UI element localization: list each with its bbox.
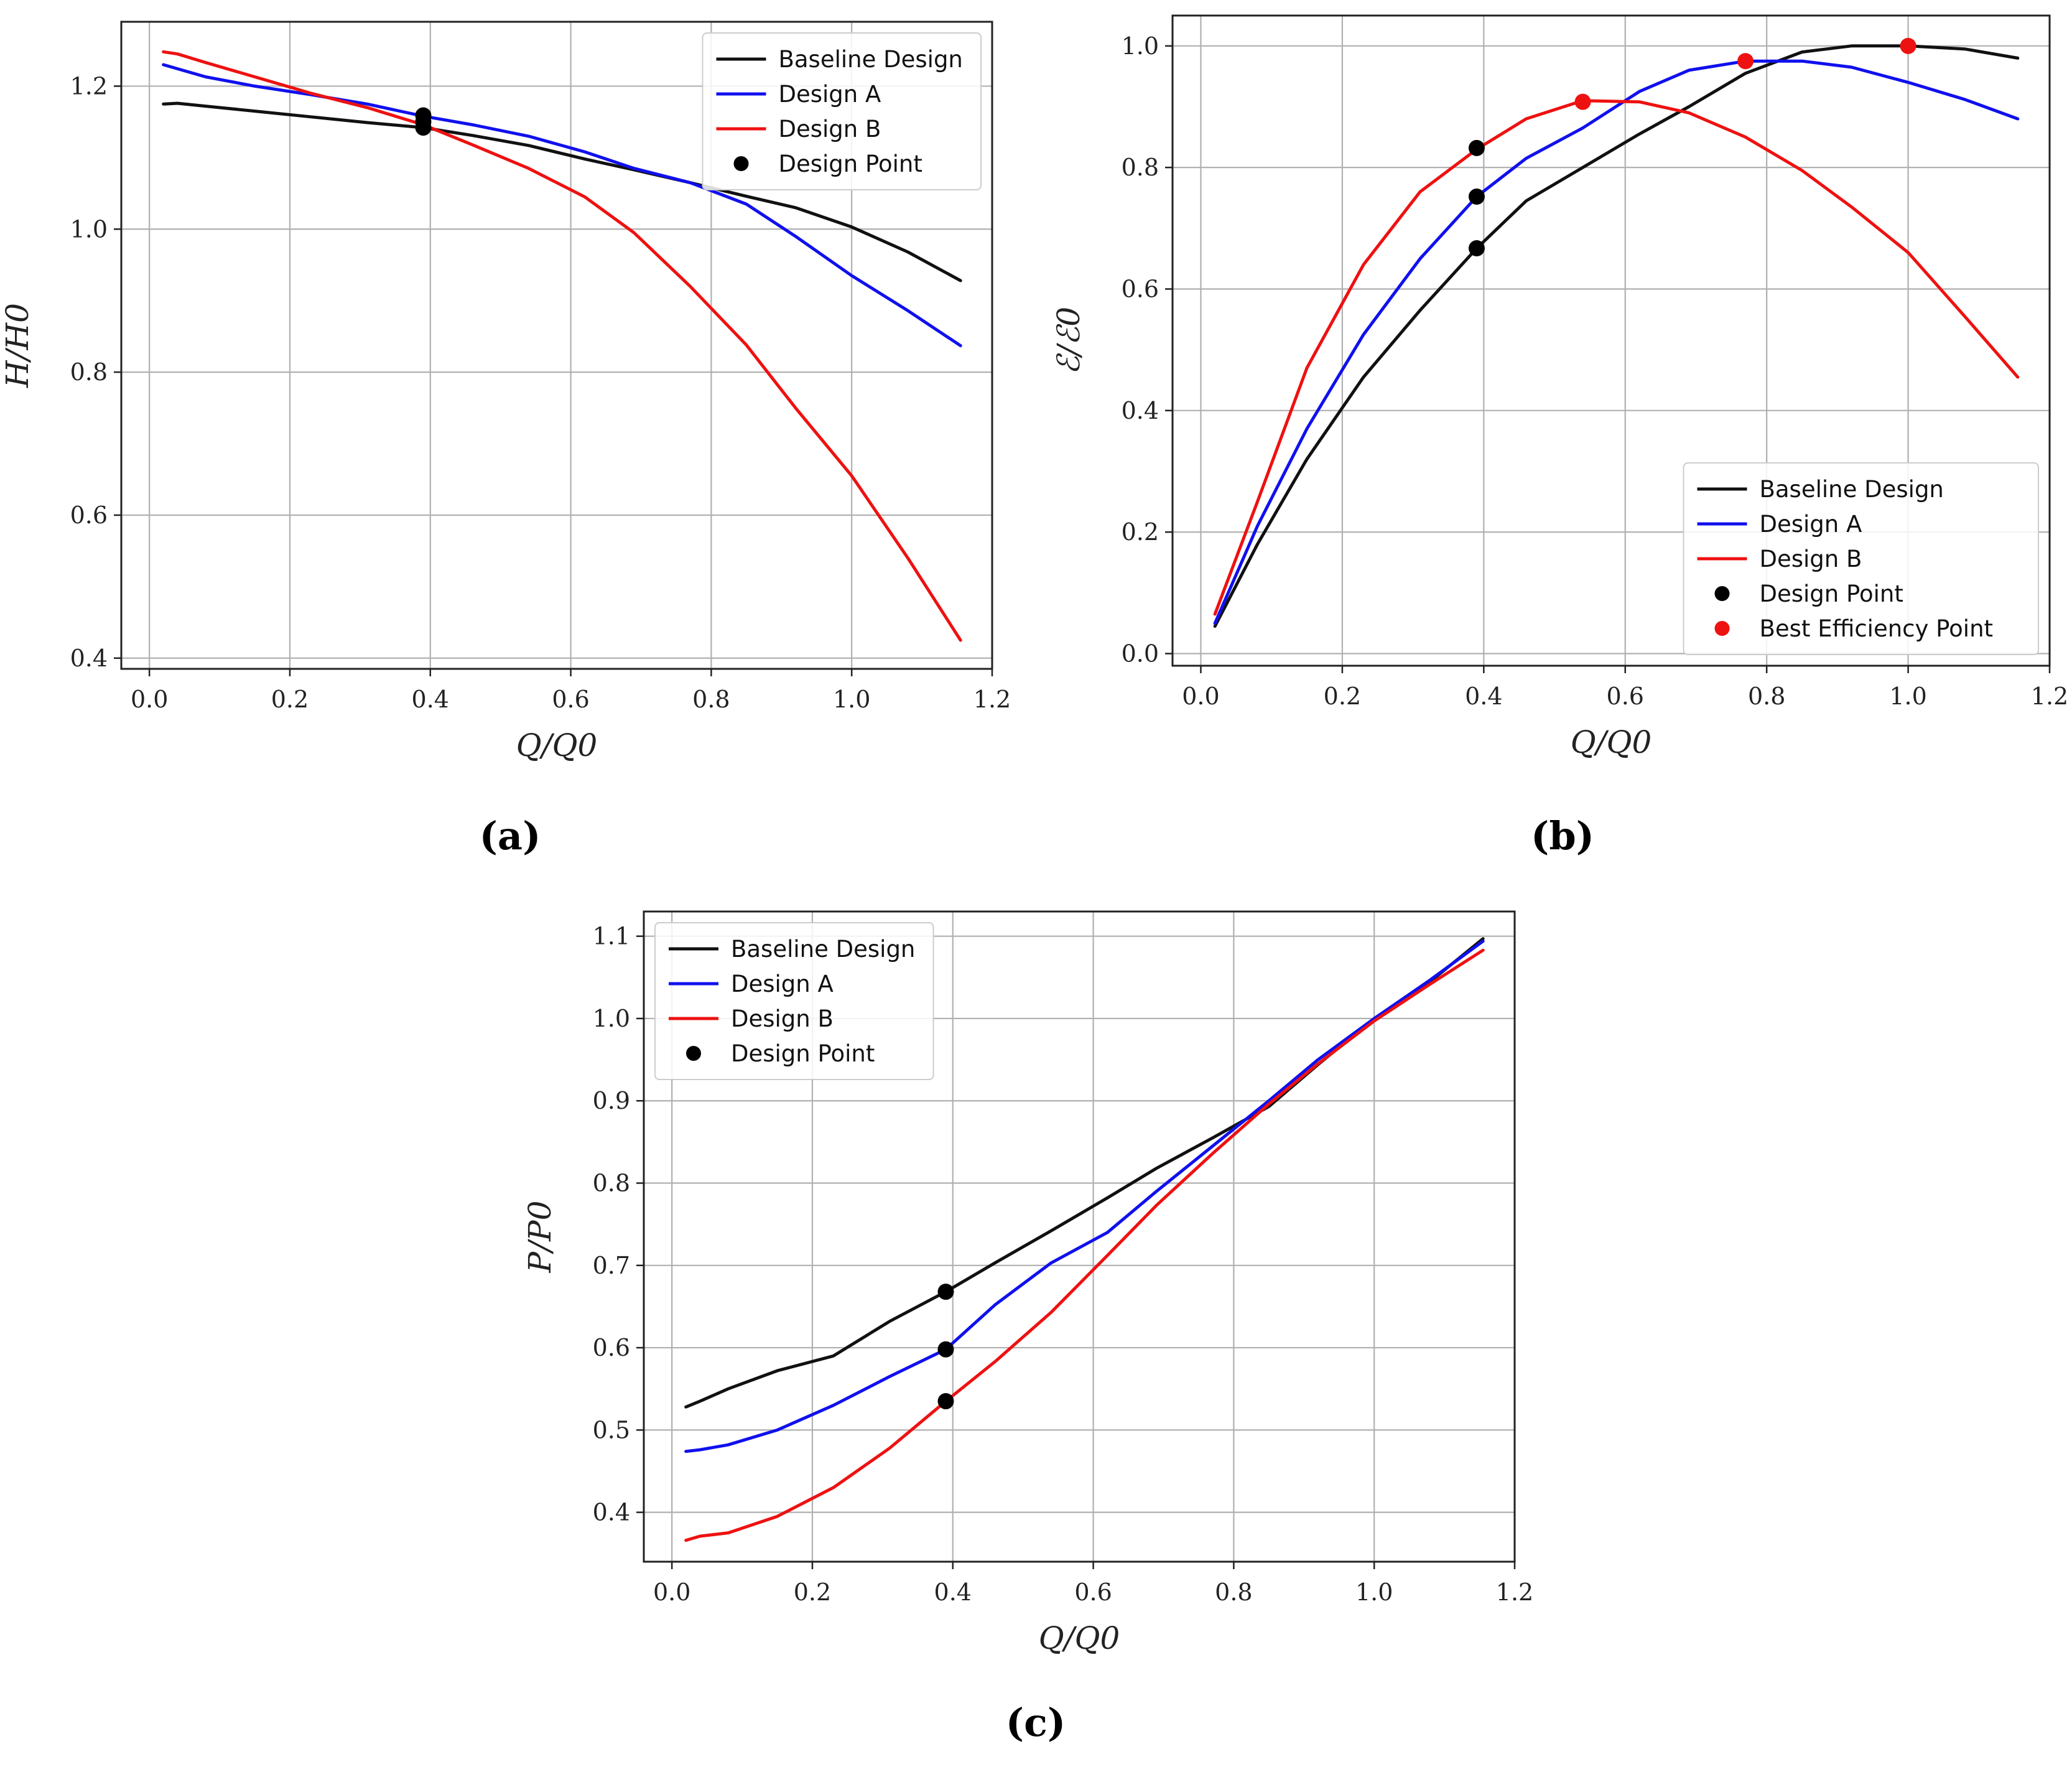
x-tick-label: 0.4 xyxy=(412,686,449,713)
x-tick-label: 0.0 xyxy=(131,686,168,713)
legend-label: Design A xyxy=(731,971,834,997)
x-tick-label: 0.0 xyxy=(1182,683,1219,710)
y-tick-label: 0.8 xyxy=(1122,154,1159,181)
series-line-baseline-design xyxy=(162,101,962,282)
x-tick-label: 0.8 xyxy=(1748,683,1785,710)
legend-marker-swatch xyxy=(1714,586,1730,601)
marker-best-efficiency-point xyxy=(1737,53,1754,70)
y-tick-label: 0.7 xyxy=(593,1252,630,1279)
legend-label: Design B xyxy=(779,116,881,142)
legend-marker-swatch xyxy=(733,156,749,171)
legend-label: Design B xyxy=(1760,546,1862,572)
axes-frame xyxy=(643,910,1516,1563)
legend-label: Best Efficiency Point xyxy=(1760,615,1994,642)
marker-best-efficiency-point xyxy=(1574,93,1591,110)
legend-box xyxy=(1683,462,2039,655)
marker-design-point xyxy=(937,1341,954,1358)
y-tick-label: 1.0 xyxy=(70,215,108,243)
y-axis-label: P/P0 xyxy=(522,1201,558,1274)
y-tick-label: 0.9 xyxy=(593,1087,630,1114)
chart-panel-a: 0.0 0.2 0.4 0.6 0.8 1.0 1.2 0.4 0.6 0.8 1.0 1.2 Q/Q0… xyxy=(0,21,1011,763)
x-tick-label: 0.4 xyxy=(934,1578,972,1606)
y-tick-label: 1.2 xyxy=(70,72,108,100)
x-tick-label: 1.2 xyxy=(973,686,1011,713)
legend-label: Baseline Design xyxy=(731,936,915,963)
marker-design-point xyxy=(1468,240,1485,257)
x-tick-label: 0.8 xyxy=(692,686,730,713)
y-tick-label: 0.6 xyxy=(1122,275,1159,302)
marker-design-point xyxy=(1468,189,1485,205)
y-tick-label: 1.1 xyxy=(593,923,630,950)
y-tick-label: 1.0 xyxy=(593,1005,630,1032)
chart-panel-b: 0.0 0.2 0.4 0.6 0.8 1.0 1.2 0.0 0.2 0.4 0.6 0.8 1.0 Q… xyxy=(1051,14,2068,760)
legend-marker-swatch xyxy=(686,1046,701,1061)
marker-design-point xyxy=(1468,139,1485,156)
chart-panel-c: 0.0 0.2 0.4 0.6 0.8 1.0 1.2 0.4 0.5 0.6 0.7 0.8 0.9 1… xyxy=(522,910,1533,1656)
legend-box xyxy=(702,32,982,190)
x-tick-label: 0.2 xyxy=(1324,683,1361,710)
y-tick-label: 0.4 xyxy=(1122,397,1159,424)
y-tick-label: 0.4 xyxy=(70,645,108,672)
x-tick-label: 0.8 xyxy=(1215,1578,1252,1606)
legend-label: Design A xyxy=(1760,511,1862,538)
legend-label: Design A xyxy=(779,81,881,108)
x-tick-label: 0.6 xyxy=(1074,1578,1112,1606)
marker-design-point xyxy=(937,1284,954,1300)
legend: Baseline Design Design A Design B Design Po… xyxy=(702,32,982,190)
series-line-design-b xyxy=(1213,99,2020,616)
y-tick-label: 0.4 xyxy=(593,1499,630,1526)
y-tick-label: 0.0 xyxy=(1122,640,1159,667)
legend-label: Design Point xyxy=(731,1040,875,1067)
marker-design-point xyxy=(937,1393,954,1410)
series-line-design-a xyxy=(684,940,1485,1453)
series-line-design-a xyxy=(1213,59,2020,625)
panel-caption-c: (c) xyxy=(1006,1700,1066,1745)
axes-frame xyxy=(120,21,993,670)
panel-caption-a: (a) xyxy=(480,813,541,859)
x-tick-label: 1.2 xyxy=(2031,683,2068,710)
series-line-design-b xyxy=(162,50,962,642)
legend-label: Baseline Design xyxy=(1760,476,1944,503)
x-axis-label: Q/Q0 xyxy=(516,727,598,763)
x-tick-label: 0.2 xyxy=(271,686,309,713)
y-axis-label: ℰ/ℰ0 xyxy=(1051,307,1087,375)
x-tick-label: 0.0 xyxy=(653,1578,690,1606)
x-tick-label: 1.0 xyxy=(1355,1578,1393,1606)
series-line-baseline-design xyxy=(1213,44,2020,628)
marker-design-point xyxy=(415,119,432,136)
x-axis-label: Q/Q0 xyxy=(1039,1620,1120,1656)
legend-marker-swatch xyxy=(1714,621,1730,636)
legend-label: Design Point xyxy=(1760,581,1903,607)
marker-best-efficiency-point xyxy=(1900,37,1916,54)
legend-label: Design Point xyxy=(779,151,922,177)
y-axis-label: H/H0 xyxy=(0,303,35,388)
x-tick-label: 0.6 xyxy=(1607,683,1644,710)
x-tick-label: 0.2 xyxy=(794,1578,831,1606)
x-tick-label: 0.6 xyxy=(552,686,589,713)
x-tick-label: 1.2 xyxy=(1496,1578,1533,1606)
legend-label: Baseline Design xyxy=(779,46,963,73)
y-tick-label: 0.5 xyxy=(593,1416,630,1443)
legend-label: Design B xyxy=(731,1005,834,1032)
y-tick-label: 0.6 xyxy=(593,1334,630,1361)
y-tick-label: 0.2 xyxy=(1122,518,1159,546)
axes-frame xyxy=(1171,14,2051,667)
legend: Baseline Design Design A Design B Design Po… xyxy=(654,922,934,1080)
y-tick-label: 0.6 xyxy=(70,501,108,529)
x-axis-label: Q/Q0 xyxy=(1571,724,1652,760)
legend: Baseline Design Design A Design B Design Po… xyxy=(1683,462,2039,655)
x-tick-label: 0.4 xyxy=(1465,683,1502,710)
y-tick-label: 1.0 xyxy=(1122,32,1159,60)
y-tick-label: 0.8 xyxy=(70,358,108,386)
panel-caption-b: (b) xyxy=(1531,813,1594,859)
y-tick-label: 0.8 xyxy=(593,1170,630,1197)
series-line-design-b xyxy=(684,948,1485,1542)
x-tick-label: 1.0 xyxy=(1889,683,1926,710)
x-tick-label: 1.0 xyxy=(833,686,870,713)
series-line-design-a xyxy=(162,63,962,348)
legend-box xyxy=(654,922,934,1080)
